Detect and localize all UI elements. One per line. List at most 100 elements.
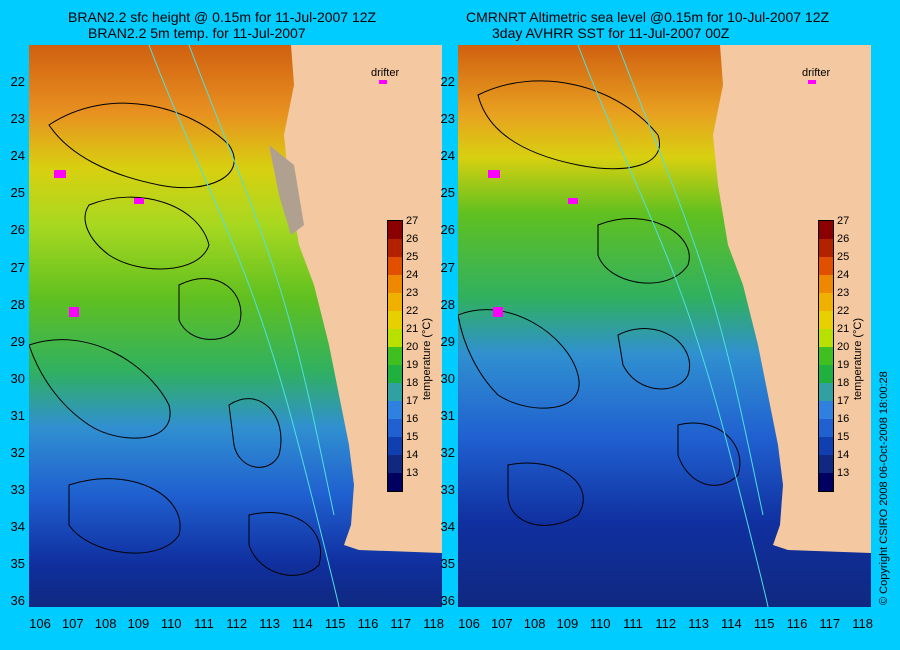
latitude-label: 26	[440, 222, 455, 238]
left-map-svg	[29, 45, 442, 607]
right-colorbar-tick: 26	[837, 233, 850, 245]
right-colorbar-tick: 24	[837, 269, 850, 281]
left-colorbar-tick: 13	[406, 467, 419, 479]
longitude-label: 116	[357, 616, 379, 631]
left-island	[269, 145, 304, 235]
longitude-label: 108	[94, 616, 117, 631]
latitude-label: 29	[440, 333, 455, 349]
latitude-label: 33	[10, 482, 25, 498]
latitude-label: 34	[440, 519, 455, 535]
longitude-label: 110	[589, 616, 611, 631]
latitude-label: 29	[10, 333, 25, 349]
longitude-label: 109	[127, 616, 150, 631]
left-ocean-field	[29, 45, 442, 607]
latitude-label: 25	[10, 185, 25, 201]
longitude-label: 114	[721, 616, 742, 631]
latitude-label: 32	[440, 445, 455, 460]
left-colorbar-tick: 18	[406, 377, 419, 389]
left-map-panel: drifter	[29, 45, 442, 607]
left-colorbar-tick: 24	[406, 269, 419, 281]
latitude-label: 26	[10, 222, 25, 238]
right-colorbar-tick: 16	[837, 413, 850, 425]
left-colorbar-tick: 21	[406, 323, 419, 335]
left-colorbar-tick: 20	[406, 341, 419, 353]
latitude-label: 27	[10, 259, 25, 275]
latitude-label: 30	[10, 370, 25, 386]
left-colorbar-tick: 25	[406, 251, 419, 263]
right-bathymetry-lines	[577, 45, 769, 607]
longitude-label: 106	[458, 616, 480, 631]
longitude-label: 112	[655, 616, 677, 631]
latitude-label: 27	[440, 259, 455, 275]
longitude-label: 111	[623, 616, 643, 631]
right-colorbar-tick: 27	[837, 215, 850, 227]
right-colorbar-tick: 23	[837, 287, 850, 299]
longitude-label: 106	[29, 616, 51, 631]
right-drifter-label: drifter	[802, 67, 831, 79]
right-colorbar-tick: 22	[837, 305, 850, 317]
left-colorbar	[387, 220, 403, 492]
latitude-label: 30	[440, 370, 455, 386]
left-colorbar-tick: 22	[406, 305, 419, 317]
longitude-label: 108	[523, 616, 546, 631]
right-ocean-field	[458, 45, 871, 607]
longitude-label: 113	[259, 616, 280, 631]
right-map-svg	[458, 45, 871, 607]
longitude-label: 118	[423, 616, 444, 631]
latitude-label: 35	[440, 556, 455, 572]
left-height-contours	[29, 102, 321, 576]
longitude-label: 117	[819, 616, 841, 631]
latitude-label: 28	[440, 296, 455, 312]
right-colorbar-tick: 25	[837, 251, 850, 263]
latitude-label: 36	[10, 593, 25, 609]
latitude-label: 24	[10, 148, 25, 164]
latitude-label: 28	[10, 296, 25, 312]
longitude-label: 113	[688, 616, 709, 631]
latitude-label: 23	[440, 111, 455, 127]
longitude-label: 110	[160, 616, 182, 631]
left-colorbar-tick: 23	[406, 287, 419, 299]
right-colorbar-tick: 18	[837, 377, 850, 389]
right-colorbar-tick: 13	[837, 467, 850, 479]
left-colorbar-tick: 26	[406, 233, 419, 245]
latitude-label: 23	[10, 111, 25, 127]
right-drifter-tracks	[488, 80, 816, 317]
longitude-label: 107	[61, 616, 84, 631]
left-drifter-tracks	[54, 80, 387, 317]
latitude-label: 34	[10, 519, 25, 535]
longitude-label: 112	[226, 616, 248, 631]
right-map-panel: drifter	[458, 45, 871, 607]
right-title-line2: 3day AVHRR SST for 11-Jul-2007 00Z	[492, 25, 730, 41]
left-colorbar-tick: 17	[406, 395, 419, 407]
latitude-label: 22	[440, 74, 455, 89]
right-colorbar-tick: 19	[837, 359, 850, 371]
latitude-label: 35	[10, 556, 25, 572]
latitude-label: 24	[440, 148, 455, 164]
latitude-label: 36	[440, 593, 455, 609]
longitude-label: 111	[194, 616, 214, 631]
latitude-label: 33	[440, 482, 455, 498]
left-colorbar-tick: 14	[406, 449, 419, 461]
longitude-label: 117	[390, 616, 412, 631]
left-colorbar-unit: temperature (°C)	[421, 317, 433, 400]
copyright-text: © Copyright CSIRO 2008 06-Oct-2008 18:00…	[878, 371, 890, 605]
left-colorbar-tick: 19	[406, 359, 419, 371]
left-title-line2: BRAN2.2 5m temp. for 11-Jul-2007	[88, 25, 306, 41]
left-colorbar-tick: 27	[406, 215, 419, 227]
right-colorbar-tick: 15	[837, 431, 850, 443]
right-height-contours	[458, 80, 741, 526]
left-colorbar-tick: 15	[406, 431, 419, 443]
left-title-line1: BRAN2.2 sfc height @ 0.15m for 11-Jul-20…	[68, 9, 377, 25]
longitude-label: 115	[753, 616, 775, 631]
longitude-label: 109	[556, 616, 579, 631]
latitude-label: 31	[440, 407, 455, 423]
longitude-label: 107	[490, 616, 513, 631]
right-colorbar	[818, 220, 834, 492]
right-colorbar-tick: 14	[837, 449, 850, 461]
right-colorbar-tick: 20	[837, 341, 850, 353]
latitude-label: 25	[440, 185, 455, 201]
longitude-label: 115	[324, 616, 346, 631]
left-colorbar-tick: 16	[406, 413, 419, 425]
latitude-label: 31	[10, 407, 25, 423]
longitude-label: 116	[786, 616, 808, 631]
